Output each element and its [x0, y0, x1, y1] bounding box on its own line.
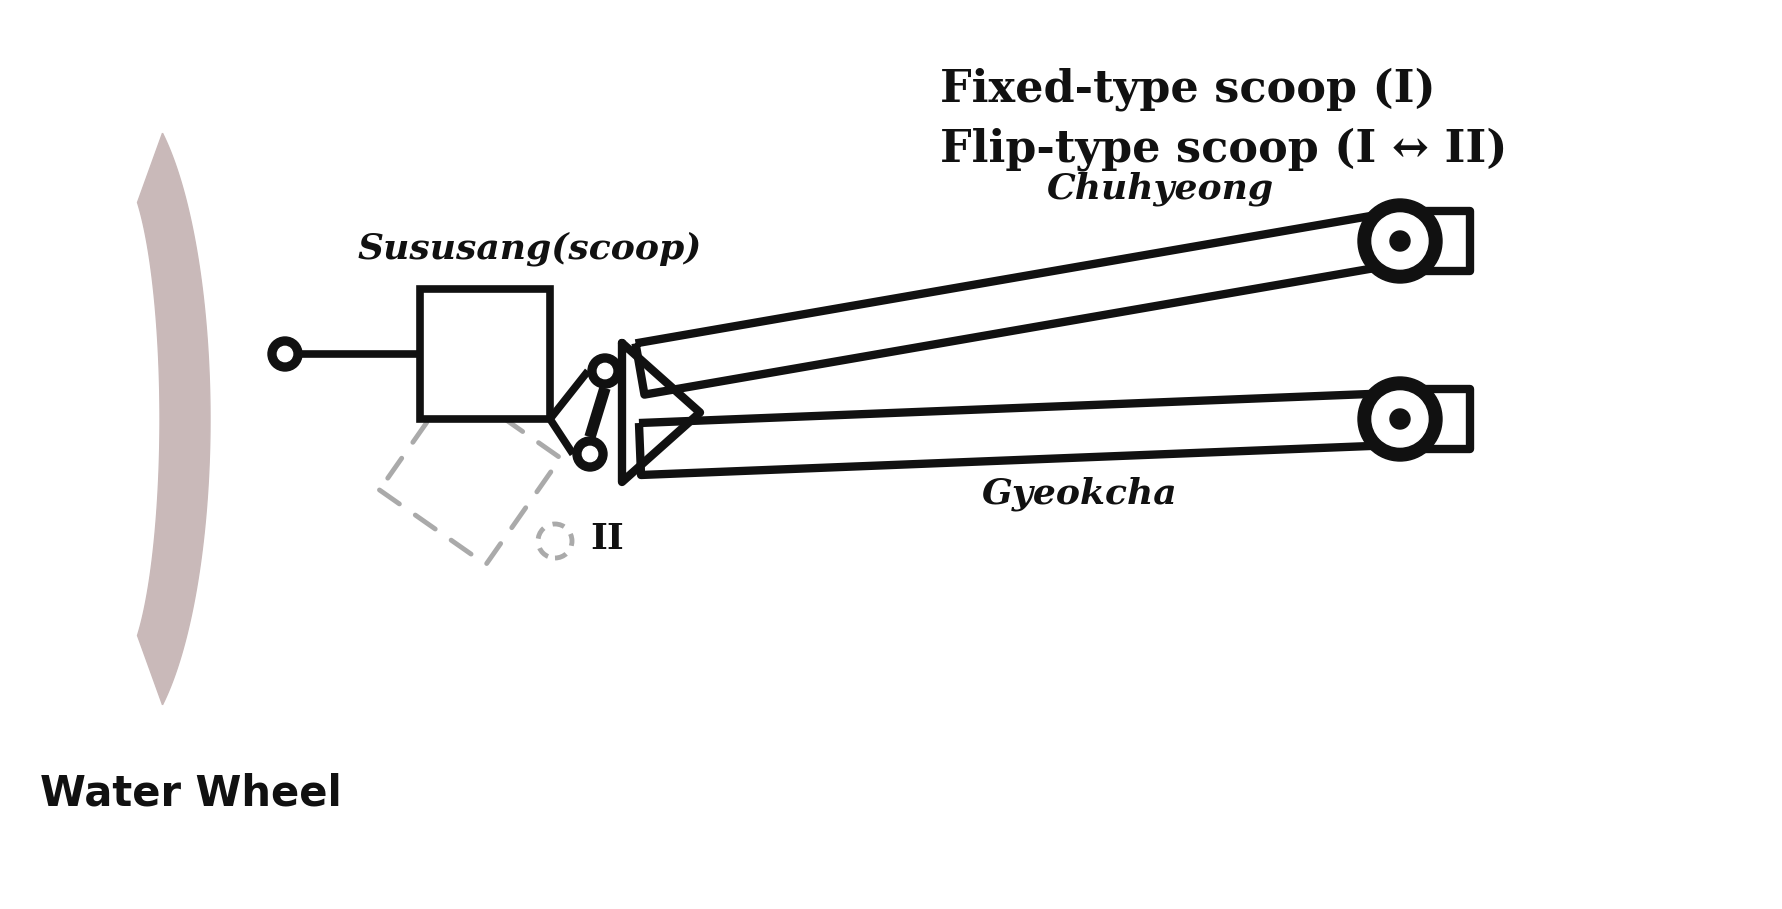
- Circle shape: [574, 437, 608, 471]
- Circle shape: [278, 346, 292, 362]
- Polygon shape: [636, 214, 1395, 395]
- Bar: [421, 289, 551, 419]
- Text: I: I: [634, 347, 652, 381]
- Text: Gyeokcha: Gyeokcha: [982, 476, 1178, 511]
- Text: II: II: [590, 522, 624, 556]
- Circle shape: [267, 337, 301, 371]
- Circle shape: [1358, 377, 1442, 461]
- Circle shape: [1358, 199, 1442, 283]
- Polygon shape: [137, 134, 210, 704]
- Polygon shape: [1390, 211, 1470, 271]
- Polygon shape: [622, 343, 700, 482]
- Circle shape: [1372, 213, 1427, 269]
- Text: Fixed-type scoop (I): Fixed-type scoop (I): [939, 67, 1436, 111]
- Circle shape: [1390, 231, 1410, 251]
- Text: Flip-type scoop (I ↔ II): Flip-type scoop (I ↔ II): [939, 127, 1508, 171]
- Circle shape: [588, 354, 622, 388]
- Circle shape: [1372, 391, 1427, 447]
- Polygon shape: [640, 393, 1395, 475]
- Circle shape: [597, 364, 613, 379]
- Text: Sususang(scoop): Sususang(scoop): [358, 232, 702, 266]
- Circle shape: [583, 446, 597, 462]
- Text: Chuhyeong: Chuhyeong: [1046, 172, 1274, 206]
- Circle shape: [1390, 409, 1410, 429]
- Polygon shape: [1390, 389, 1470, 449]
- Text: Water Wheel: Water Wheel: [39, 773, 342, 815]
